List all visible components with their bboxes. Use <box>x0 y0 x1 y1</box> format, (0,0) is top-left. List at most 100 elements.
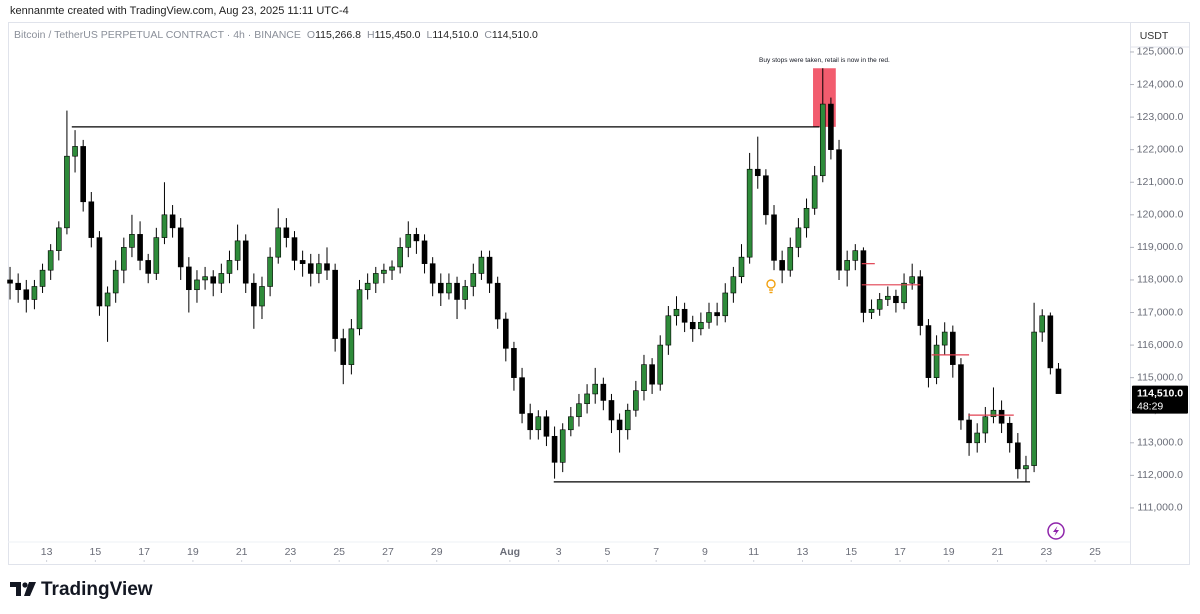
x-tick-label: 25 <box>1089 546 1101 558</box>
candle-body <box>974 432 981 444</box>
candle-body <box>218 273 225 284</box>
candle-body <box>868 308 875 313</box>
x-tick-label: 13 <box>797 546 809 558</box>
candle-body <box>852 250 859 261</box>
candle-body <box>202 276 208 281</box>
candle-body <box>405 234 412 248</box>
y-tick-label: 117,000.0 <box>1137 306 1183 318</box>
candle-body <box>1047 315 1054 369</box>
candle-body <box>429 263 436 284</box>
candle-body <box>88 201 95 238</box>
y-tick-label: 111,000.0 <box>1137 502 1182 514</box>
candle-body <box>226 260 233 274</box>
candle-body <box>194 279 200 291</box>
candle-body <box>885 295 891 300</box>
candle-body <box>283 227 290 238</box>
candle-body <box>1031 331 1037 466</box>
candle-body <box>421 240 428 264</box>
candle-body <box>210 276 217 284</box>
candle-body <box>1039 315 1046 333</box>
candle-body <box>332 269 338 339</box>
candle-body <box>267 256 273 287</box>
candle-body <box>763 175 769 216</box>
candle-body <box>112 269 119 294</box>
candle-body <box>356 289 363 330</box>
candle-body <box>364 282 371 291</box>
candle-body <box>64 155 70 229</box>
candle-body <box>941 331 948 346</box>
candle-body <box>7 279 13 284</box>
candle-body <box>966 419 972 444</box>
x-tick-label: 19 <box>187 546 199 558</box>
legend-key: H <box>367 29 375 41</box>
candle-body <box>698 321 704 330</box>
candle-body <box>803 207 810 229</box>
candle-body <box>275 227 282 258</box>
candle-body <box>177 227 184 268</box>
candle-body <box>754 168 761 177</box>
legend-key: O <box>306 29 316 41</box>
x-tick-label: 23 <box>285 546 297 558</box>
candle-body <box>324 263 330 271</box>
candle-body <box>576 403 582 418</box>
candle-body <box>844 260 850 271</box>
candle-body <box>795 227 802 248</box>
candle-body <box>779 260 785 271</box>
candle-body <box>730 276 737 294</box>
candle-body <box>153 237 160 274</box>
candle-body <box>543 416 550 437</box>
candle-body <box>860 250 867 313</box>
candle-body <box>15 282 21 291</box>
y-tick-label: 121,000.0 <box>1137 176 1184 188</box>
symbol-legend: Bitcoin / TetherUS PERPETUAL CONTRACT · … <box>14 29 538 41</box>
candle-body <box>372 273 379 284</box>
candle-body <box>673 308 680 317</box>
candle-body <box>657 344 664 385</box>
candle-body <box>161 214 168 238</box>
candle-body <box>616 419 623 431</box>
candle-body <box>259 286 265 307</box>
candle-body <box>559 429 566 463</box>
candle-body <box>624 409 631 431</box>
candle-body <box>80 146 86 203</box>
candle-body <box>828 103 834 150</box>
candle-body <box>340 338 347 365</box>
candle-body <box>600 383 607 401</box>
candle-body <box>527 413 533 431</box>
price-tag-label: 114,510.0 <box>1137 387 1183 399</box>
candle-body <box>568 416 574 431</box>
candle-body <box>551 435 558 463</box>
candle-body <box>689 321 696 330</box>
candle-body <box>462 286 468 300</box>
y-tick-label: 112,000.0 <box>1137 469 1183 481</box>
event-icon[interactable] <box>1047 522 1065 540</box>
y-tick-label: 115,000.0 <box>1137 371 1183 383</box>
candle-body <box>641 364 647 391</box>
y-tick-label: 116,000.0 <box>1137 339 1183 351</box>
candle-body <box>137 234 143 261</box>
axis-unit: USDT <box>1140 30 1169 42</box>
candle-body <box>446 282 452 294</box>
x-tick-label: 21 <box>236 546 248 558</box>
x-tick-label: 27 <box>382 546 394 558</box>
legend-value: 114,510.0 <box>491 29 538 41</box>
candle-body <box>950 331 956 365</box>
x-tick-label: 15 <box>845 546 857 558</box>
x-tick-label: 11 <box>748 546 759 558</box>
credit-line: kennanmte created with TradingView.com, … <box>10 5 349 17</box>
candle-body <box>958 364 964 421</box>
candle-body <box>893 295 899 304</box>
candle-body <box>55 227 62 251</box>
candle-body <box>982 416 989 434</box>
candle-body <box>836 149 842 271</box>
candle-body <box>1055 368 1062 394</box>
x-tick-label: 29 <box>431 546 443 558</box>
y-tick-label: 124,000.0 <box>1137 78 1184 90</box>
legend-value: 114,510.0 <box>432 29 479 41</box>
candle-body <box>608 400 615 421</box>
legend-value: 115,450.0 <box>374 29 421 41</box>
candle-body <box>901 282 907 304</box>
candle-body <box>47 250 54 271</box>
